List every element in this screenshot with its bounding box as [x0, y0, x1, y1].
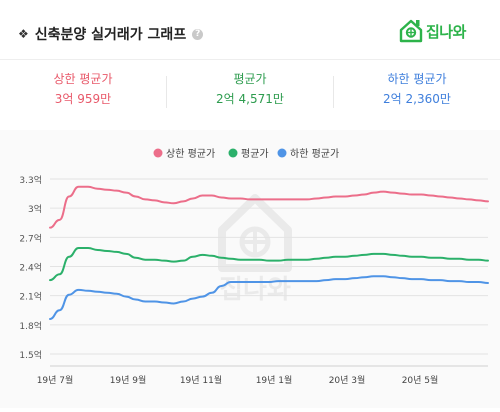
chart-header: ❖ 신축분양 실거래가 그래프 ? 집나와: [0, 0, 500, 60]
y-tick-label: 2.1억: [19, 291, 42, 303]
brand-logo[interactable]: 집나와: [398, 18, 466, 44]
legend-marker: [228, 148, 238, 158]
legend-marker: [277, 148, 287, 158]
line-chart: 집나와 3.3억 3억 2.7억 2.4억 2.1억 1.8억 1.5억 19년 7월 19년…: [19, 147, 489, 386]
title-row: ❖ 신축분양 실거래가 그래프 ?: [18, 24, 204, 44]
legend-label[interactable]: 평균가: [241, 148, 269, 160]
price-summary: 상한 평균가 3억 959만 평균가 2억 4,571만 하한 평균가 2억 2…: [0, 70, 500, 120]
summary-separator: [333, 76, 334, 108]
help-icon[interactable]: ?: [192, 28, 204, 40]
summary-average-label: 평균가: [233, 72, 267, 86]
summary-lower: 하한 평균가 2억 2,360만: [334, 70, 500, 108]
legend-label[interactable]: 상한 평균가: [166, 148, 215, 160]
header-divider: [0, 59, 500, 60]
x-tick-label: 20년 5월: [402, 374, 439, 386]
series-line-0[interactable]: [49, 185, 489, 229]
legend-label[interactable]: 하한 평균가: [290, 147, 339, 160]
series-line-2[interactable]: [49, 275, 489, 320]
legend-marker: [153, 148, 163, 158]
y-tick-label: 3.3억: [19, 174, 42, 186]
x-tick-label: 20년 3월: [329, 374, 366, 386]
summary-separator: [166, 76, 167, 108]
watermark-text: 집나와: [219, 275, 291, 305]
x-tick-label: 19년 11월: [180, 374, 222, 386]
page-title: 신축분양 실거래가 그래프: [34, 27, 187, 43]
series-line-1[interactable]: [49, 247, 489, 282]
house-icon: [399, 19, 423, 43]
y-tick-label: 1.8억: [19, 320, 42, 332]
logo-text: 집나와: [426, 22, 466, 41]
x-tick-label: 19년 1월: [256, 374, 293, 386]
summary-average-value: 2억 4,571만: [216, 92, 284, 106]
y-tick-label: 1.5억: [19, 349, 42, 361]
y-tick-label: 2.4억: [19, 262, 42, 274]
x-tick-label: 19년 7월: [37, 374, 74, 386]
summary-upper-label: 상한 평균가: [53, 72, 113, 86]
watermark-logo: 집나와: [218, 194, 292, 305]
summary-lower-label: 하한 평균가: [387, 72, 447, 86]
summary-average: 평균가 2억 4,571만: [167, 70, 333, 108]
y-tick-label: 3억: [28, 203, 42, 215]
chart-area: 집나와 3.3억 3억 2.7억 2.4억 2.1억 1.8억 1.5억 19년 7월 19년…: [0, 130, 500, 408]
diamond-bullet-icon: ❖: [18, 27, 29, 41]
y-tick-label: 2.7억: [19, 232, 42, 244]
summary-upper-value: 3억 959만: [54, 92, 112, 106]
summary-lower-value: 2억 2,360만: [383, 92, 451, 106]
summary-upper: 상한 평균가 3억 959만: [0, 70, 166, 108]
x-tick-label: 19년 9월: [110, 374, 147, 386]
